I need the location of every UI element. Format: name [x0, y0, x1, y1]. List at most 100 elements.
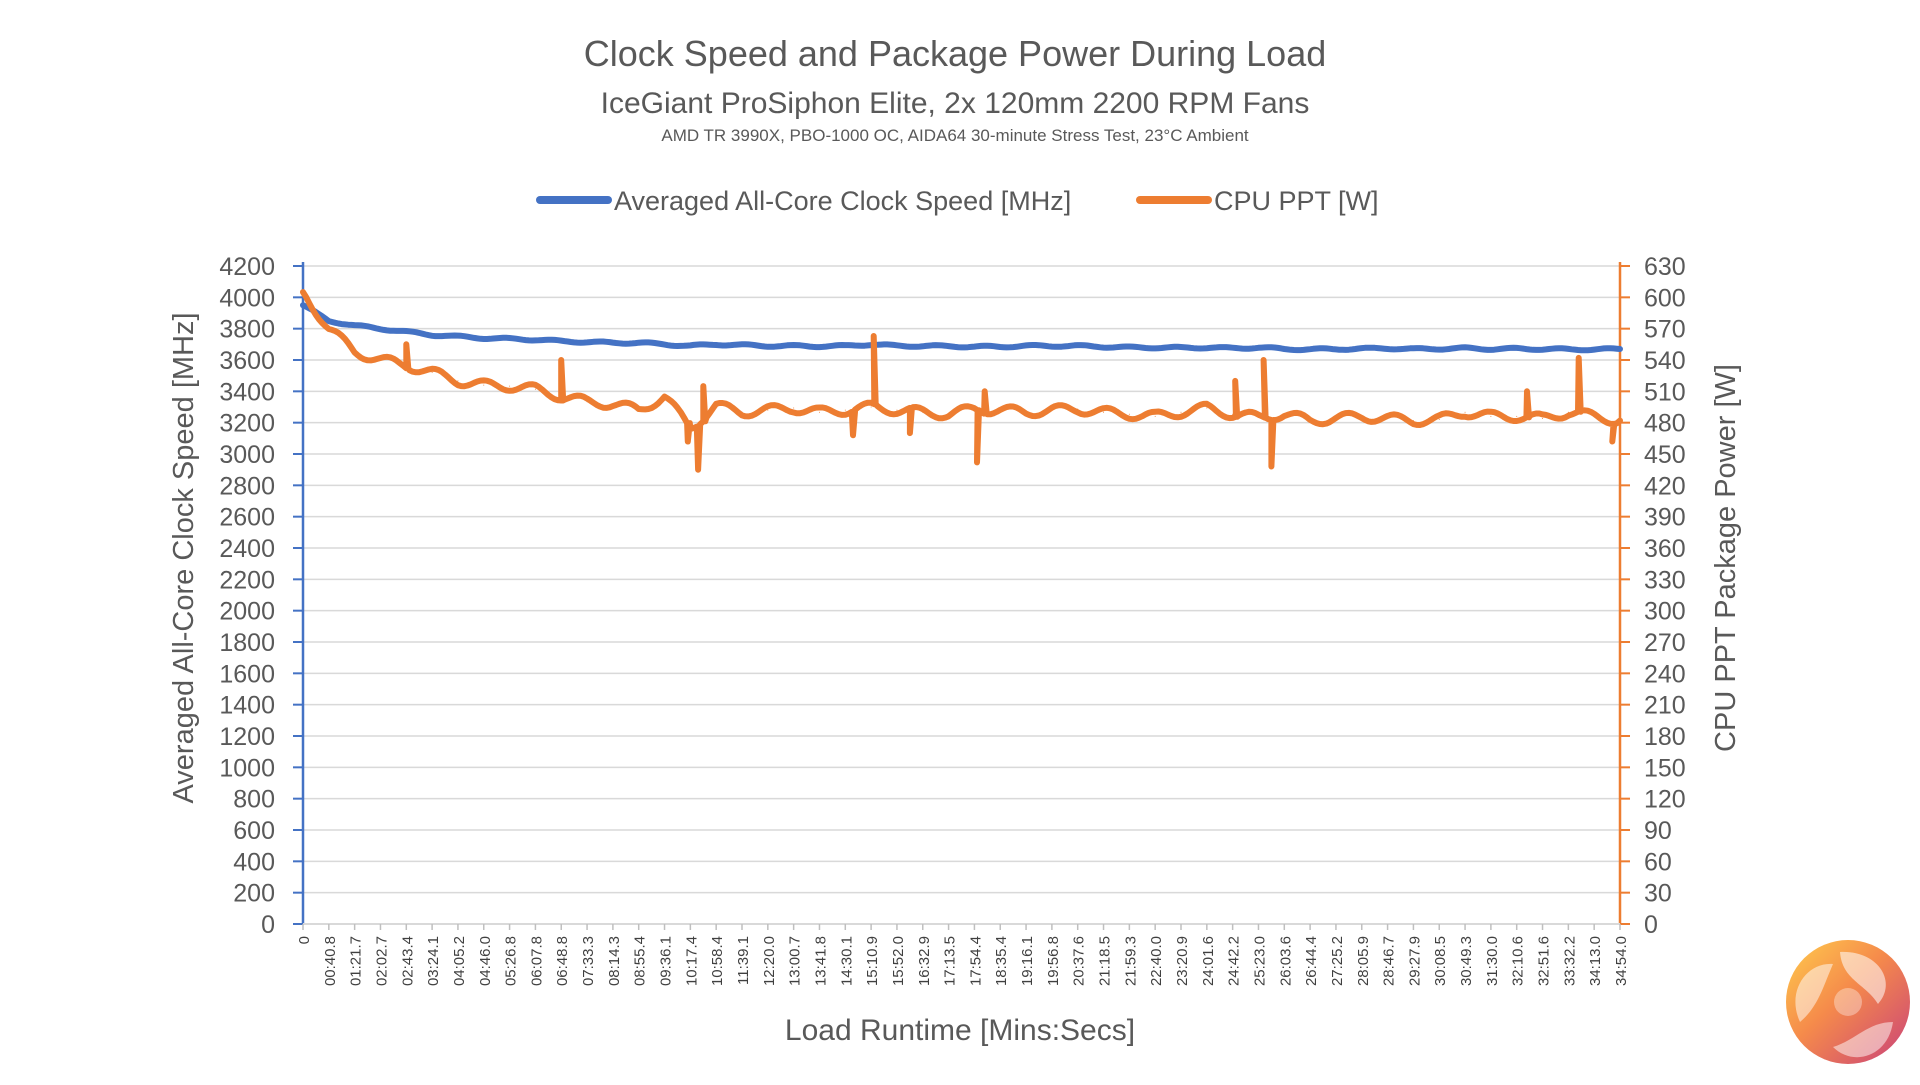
- clock-speed-point: [793, 345, 795, 347]
- x-axis-tick-label: 14:30.1: [838, 936, 855, 986]
- cpu-ppt-point: [1154, 415, 1156, 417]
- right-axis-tick-label: 390: [1644, 504, 1686, 532]
- left-axis-tick-label: 2800: [219, 472, 275, 500]
- chart-subsubtitle: AMD TR 3990X, PBO-1000 OC, AIDA64 30-min…: [661, 126, 1249, 145]
- cpu-ppt-point: [1128, 413, 1130, 415]
- right-axis-tick-label: 90: [1644, 817, 1672, 845]
- cpu-ppt-point: [948, 413, 950, 415]
- x-axis-tick-label: 02:02.7: [373, 936, 390, 986]
- clock-speed-point: [638, 342, 640, 344]
- x-axis-tick-label: 09:36.1: [658, 936, 675, 986]
- x-axis-tick-label: 21:59.3: [1122, 936, 1139, 986]
- clock-speed-point: [896, 345, 898, 347]
- clock-speed-point: [1335, 348, 1337, 350]
- clock-speed-point: [1593, 348, 1595, 350]
- clock-speed-line: [300, 302, 1623, 354]
- cpu-ppt-point: [431, 372, 433, 374]
- clock-speed-point: [1025, 345, 1027, 347]
- chart-title: Clock Speed and Package Power During Loa…: [584, 33, 1326, 74]
- clock-speed-point: [1051, 345, 1053, 347]
- clock-speed-point: [328, 320, 330, 322]
- cpu-ppt-point: [689, 427, 691, 429]
- right-axis-tick-label: 150: [1644, 754, 1686, 782]
- cpu-ppt-point: [1283, 413, 1285, 415]
- clock-speed-point: [534, 339, 536, 341]
- x-axis-tick-label: 26:44.4: [1303, 936, 1320, 986]
- x-axis-tick-label: 27:25.2: [1329, 936, 1346, 986]
- x-axis-tick-label: 04:46.0: [477, 936, 494, 986]
- clock-speed-point: [844, 345, 846, 347]
- cpu-ppt-point: [1412, 420, 1414, 422]
- cpu-ppt-point: [638, 409, 640, 411]
- x-axis-tick-label: 17:54.4: [967, 936, 984, 986]
- clock-speed-point: [457, 336, 459, 337]
- cpu-ppt-point: [844, 409, 846, 411]
- cpu-ppt-point: [818, 411, 820, 413]
- grid-layer: [303, 265, 1620, 925]
- cpu-ppt-point: [1232, 413, 1234, 415]
- x-axis-tick-label: 29:27.9: [1406, 936, 1423, 986]
- left-axis-tick-label: 1200: [219, 723, 275, 751]
- cpu-ppt-point: [328, 328, 330, 330]
- x-axis-tick-label: 13:41.8: [812, 936, 829, 986]
- right-axis-tick-label: 480: [1644, 410, 1686, 438]
- left-axis-tick-label: 3200: [219, 410, 275, 438]
- clock-speed-point: [664, 343, 666, 345]
- cpu-ppt-point: [405, 364, 407, 366]
- clock-speed-point: [1257, 346, 1259, 348]
- cpu-ppt-point: [1051, 409, 1053, 411]
- x-axis-tick-label: 32:10.6: [1510, 936, 1527, 986]
- left-axis-tick-label: 4200: [219, 253, 275, 281]
- clock-speed-point: [1387, 347, 1389, 349]
- clock-speed-point: [1309, 348, 1311, 350]
- cpu-ppt-point: [457, 380, 459, 382]
- clock-speed-point: [405, 331, 407, 333]
- x-axis-tick-label: 19:56.8: [1045, 936, 1062, 986]
- x-axis-tick-label: 32:51.6: [1536, 936, 1553, 986]
- kitguru-logo-icon: [1786, 940, 1910, 1064]
- cpu-ppt-point: [1490, 415, 1492, 417]
- left-axis-tick-label: 1800: [219, 629, 275, 657]
- x-axis-tick-label: 33:32.2: [1561, 936, 1578, 986]
- x-axis-tick-label: 08:14.3: [606, 936, 623, 986]
- cpu-ppt-point: [896, 409, 898, 411]
- clock-speed-point: [1154, 346, 1156, 348]
- x-axis-tick-label: 28:05.9: [1355, 936, 1372, 986]
- cpu-ppt-point: [612, 403, 614, 405]
- clock-speed-point: [1542, 348, 1544, 350]
- cpu-ppt-point: [1593, 415, 1595, 417]
- clock-speed-point: [1412, 348, 1414, 350]
- cpu-ppt-point: [1077, 408, 1079, 410]
- series-layer: [300, 289, 1623, 473]
- x-axis-tick-label: 30:08.5: [1432, 936, 1449, 986]
- right-axis-tick-label: 240: [1644, 660, 1686, 688]
- x-axis-tick-label: 10:17.4: [683, 936, 700, 986]
- left-axis-tick-label: 2200: [219, 566, 275, 594]
- right-axis-tick-label: 270: [1644, 629, 1686, 657]
- x-axis-tick-label: 19:16.1: [1019, 936, 1036, 986]
- right-axis-tick-label: 180: [1644, 723, 1686, 751]
- x-axis-tick-label: 28:46.7: [1381, 936, 1398, 986]
- cpu-ppt-point: [1025, 411, 1027, 413]
- cpu-ppt-point: [534, 388, 536, 390]
- x-axis-tick-label: 30:49.3: [1458, 936, 1475, 986]
- left-axis-tick-label: 200: [233, 880, 275, 908]
- left-axis-tick-label: 400: [233, 848, 275, 876]
- clock-speed-point: [818, 345, 820, 347]
- x-axis-tick-label: 34:54.0: [1613, 936, 1630, 986]
- x-axis-tick-label: 00:40.8: [322, 936, 339, 986]
- clock-speed-point: [354, 325, 356, 327]
- left-axis-tick-label: 800: [233, 786, 275, 814]
- right-axis-tick-label: 540: [1644, 347, 1686, 375]
- x-axis-tick-label: 10:58.4: [709, 936, 726, 986]
- clock-speed-point: [379, 328, 381, 330]
- clock-speed-point: [431, 334, 433, 336]
- right-axis-tick-label: 630: [1644, 253, 1686, 281]
- x-axis-tick-label: 18:35.4: [993, 936, 1010, 986]
- cpu-ppt-point: [1103, 411, 1105, 413]
- cpu-ppt-point: [1619, 420, 1621, 422]
- left-axis-tick-label: 1400: [219, 692, 275, 720]
- x-axis-tick-label: 04:05.2: [451, 936, 468, 986]
- clock-speed-point: [1361, 348, 1363, 350]
- clock-speed-point: [1232, 347, 1234, 349]
